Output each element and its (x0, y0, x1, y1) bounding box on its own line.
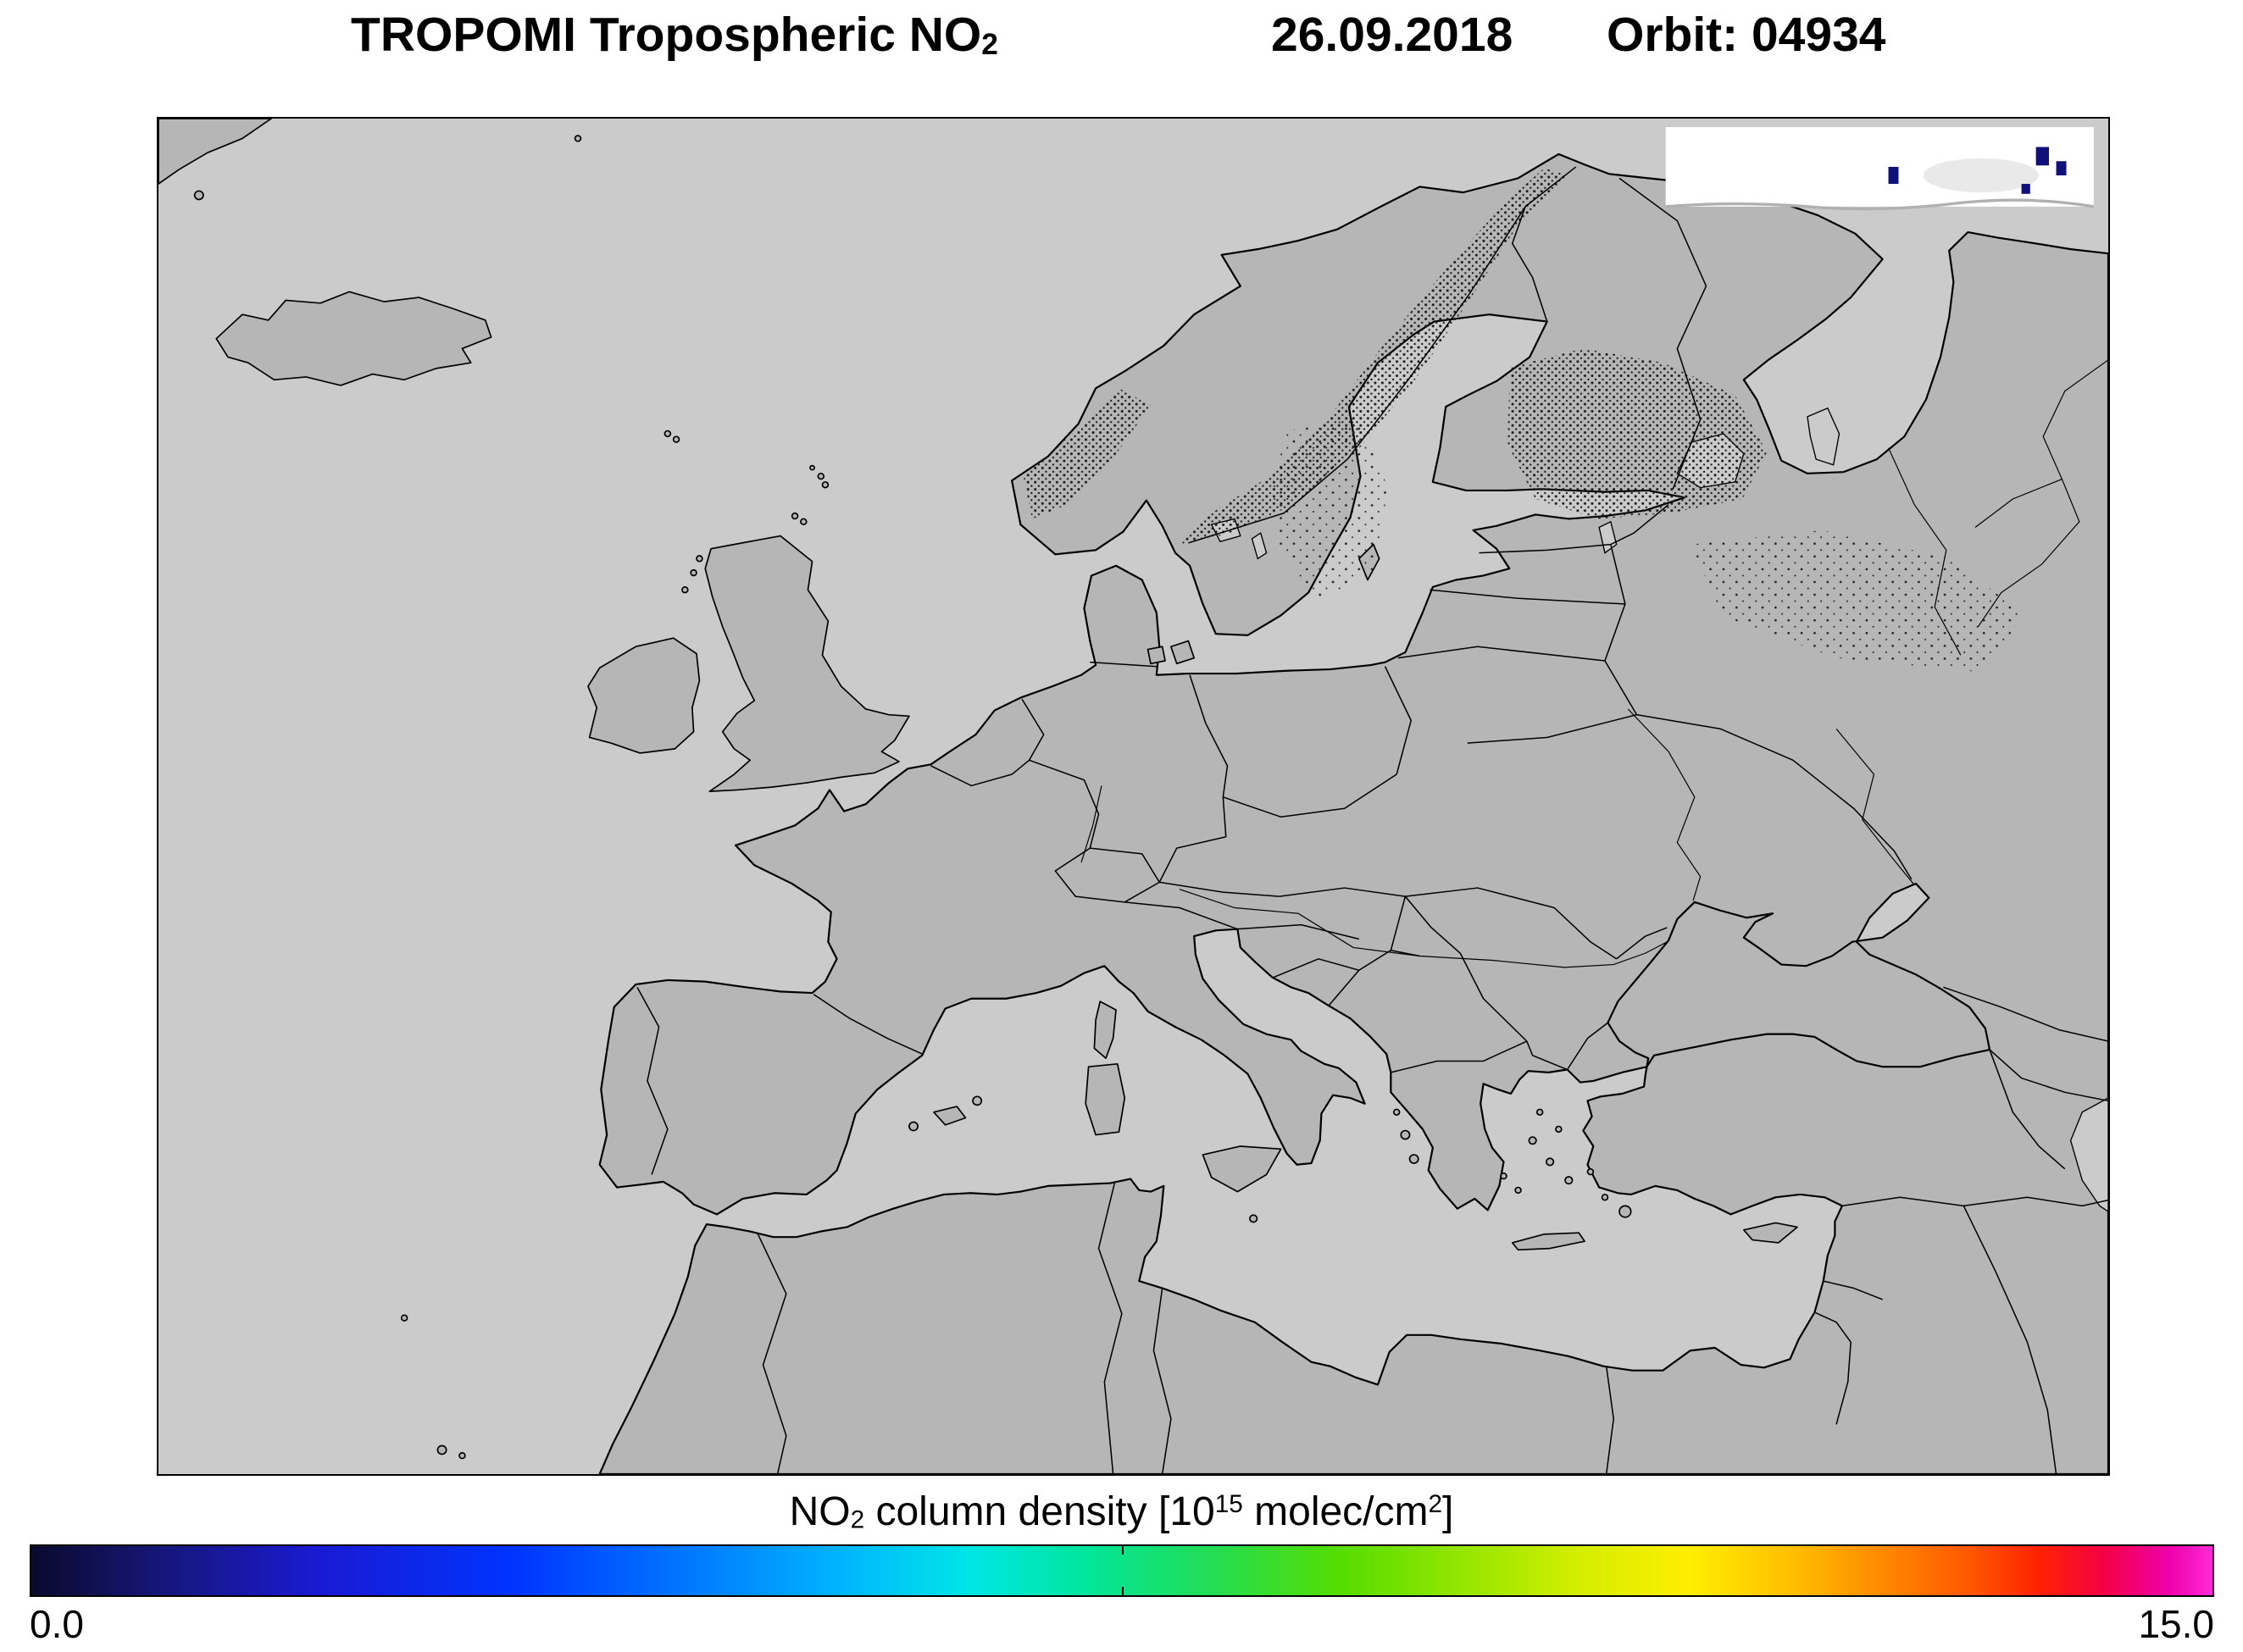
no2-pixel (2035, 147, 2050, 166)
no2-pixel (2056, 161, 2067, 176)
iceland (215, 291, 492, 386)
no2-pixel (1888, 166, 1899, 185)
faroe-island (672, 435, 680, 443)
cloud-shading (1923, 158, 2040, 193)
europe-map (157, 117, 2110, 1476)
lake-vattern (1251, 532, 1268, 560)
funen (1146, 646, 1166, 665)
aegean-island (1535, 1108, 1544, 1116)
shetland-island (817, 473, 825, 480)
colorbar-title-unit-exp: 2 (1428, 1490, 1443, 1519)
rhodes (1618, 1205, 1632, 1218)
south-norway-mountains (1023, 388, 1151, 519)
ionian-island (1408, 1154, 1419, 1164)
river (1835, 729, 1915, 886)
aegean-island (1514, 1186, 1522, 1195)
colorbar-title-exp: 15 (1214, 1490, 1243, 1519)
faroe-island (663, 430, 672, 438)
colorbar (30, 1544, 2214, 1597)
crete (1511, 1232, 1585, 1251)
aegean-island (1564, 1176, 1574, 1185)
river (1080, 785, 1102, 863)
no2-pixel (2021, 184, 2030, 194)
ionian-island (1400, 1129, 1411, 1140)
colorbar-min-label: 0.0 (30, 1602, 84, 1646)
colorbar-tick (1122, 1546, 1124, 1555)
hebrides-island (696, 555, 703, 563)
arctic-islet (574, 135, 582, 142)
figure-title: TROPOMI Tropospheric NO2 (351, 7, 998, 63)
river (1887, 447, 1962, 656)
majorca (933, 1106, 967, 1126)
europe-map-svg (158, 119, 2108, 1474)
country-borders (636, 166, 2108, 1474)
ionian-island (1392, 1108, 1401, 1116)
orbit-label: Orbit: 04934 (1607, 8, 1886, 62)
orkney-island (800, 518, 808, 525)
shetland-island (821, 481, 830, 489)
aegean-island (1500, 1172, 1507, 1180)
aegean-island (1586, 1167, 1595, 1176)
caspian-sea-edge (2069, 1097, 2108, 1212)
colorbar-title-close: ] (1442, 1489, 1454, 1534)
ireland (587, 637, 701, 754)
colorbar-tick (1122, 1587, 1124, 1595)
sardinia (1085, 1062, 1126, 1136)
colorbar-title: NO2 column density [1015 molec/cm2] (0, 1488, 2243, 1535)
lake-onega (1807, 407, 1840, 466)
scandinavian-mountains (1178, 168, 1569, 545)
colorbar-title-sub: 2 (850, 1505, 865, 1534)
colorbar-title-chem: NO (789, 1489, 851, 1534)
relief-stippling (1023, 168, 2024, 673)
no2-data-pixels (1888, 147, 2067, 194)
colorbar-max-label: 15.0 (2138, 1602, 2214, 1646)
nw-russia-lakeland-texture (1691, 529, 2024, 673)
shetland-island (809, 464, 815, 471)
aegean-island (1528, 1136, 1537, 1145)
sicily (1202, 1145, 1282, 1193)
title-text: TROPOMI Tropospheric NO (351, 8, 982, 62)
ibiza (908, 1121, 919, 1132)
hebrides-island (690, 568, 697, 577)
title-subscript: 2 (981, 28, 998, 62)
aegean-island (1555, 1125, 1563, 1134)
zealand (1170, 640, 1196, 665)
madeira (400, 1314, 408, 1322)
islands (158, 119, 1798, 1460)
cyprus (1742, 1222, 1798, 1244)
corsica (1093, 1001, 1117, 1059)
orkney-island (791, 512, 799, 520)
malta (1249, 1214, 1258, 1223)
minorca (972, 1095, 983, 1106)
hebrides-island (681, 586, 689, 594)
greenland-corner (158, 119, 272, 185)
aegean-island (1545, 1157, 1555, 1167)
canary-island (436, 1444, 447, 1455)
colorbar-title-unit: molec/cm (1242, 1489, 1429, 1534)
great-britain (704, 535, 910, 792)
arctic-islet (193, 190, 204, 201)
river (1179, 889, 1668, 968)
cloud-strip-edge (1665, 198, 2095, 211)
rivers (1080, 359, 2108, 968)
canary-island (458, 1452, 466, 1460)
river (1627, 708, 1702, 901)
cloud-gap-strip (1665, 127, 2095, 211)
figure-date: 26.09.2018 (1271, 8, 1513, 62)
colorbar-title-mid: column density [10 (864, 1489, 1215, 1534)
aegean-island (1601, 1194, 1609, 1201)
river (1977, 359, 2108, 628)
river (1974, 479, 2063, 528)
sweden-lakeland-texture (1272, 416, 1388, 601)
finland-karelia-texture (1506, 348, 1768, 519)
